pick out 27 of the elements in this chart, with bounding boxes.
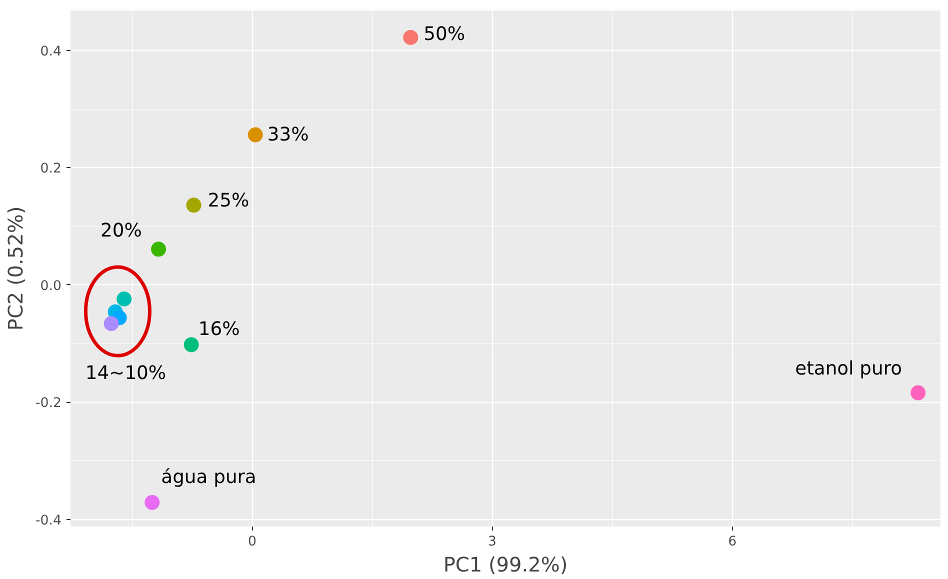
annotation: 50% — [424, 24, 466, 45]
point — [151, 242, 166, 257]
y-tick-label: 0.2 — [40, 162, 62, 177]
y-tick-label: 0.4 — [40, 44, 62, 60]
point — [186, 198, 202, 213]
annotation: etanol puro — [795, 358, 902, 380]
point — [116, 292, 132, 306]
point — [403, 30, 418, 45]
y-tick-label: -0.2 — [35, 396, 62, 412]
y-tick-label: 0.0 — [40, 278, 62, 294]
x-tick-label: 6 — [728, 534, 737, 550]
point — [184, 337, 199, 352]
point — [104, 316, 119, 332]
point — [910, 385, 926, 400]
annotation: 20% — [100, 220, 142, 242]
annotation: 33% — [267, 124, 309, 146]
y-tick-label: -0.4 — [35, 513, 62, 528]
x-tick-label: 3 — [488, 534, 497, 550]
annotation: água pura — [161, 466, 256, 488]
x-tick-label: 0 — [248, 534, 256, 550]
point — [144, 494, 160, 510]
x-axis-title: PC1 (99.2%) — [443, 552, 568, 576]
annotation: 25% — [208, 190, 250, 212]
annotation: 16% — [198, 319, 240, 340]
annotation: 14~10% — [85, 363, 166, 384]
y-axis-title: PC2 (0.52%) — [3, 206, 28, 331]
point — [248, 127, 263, 142]
